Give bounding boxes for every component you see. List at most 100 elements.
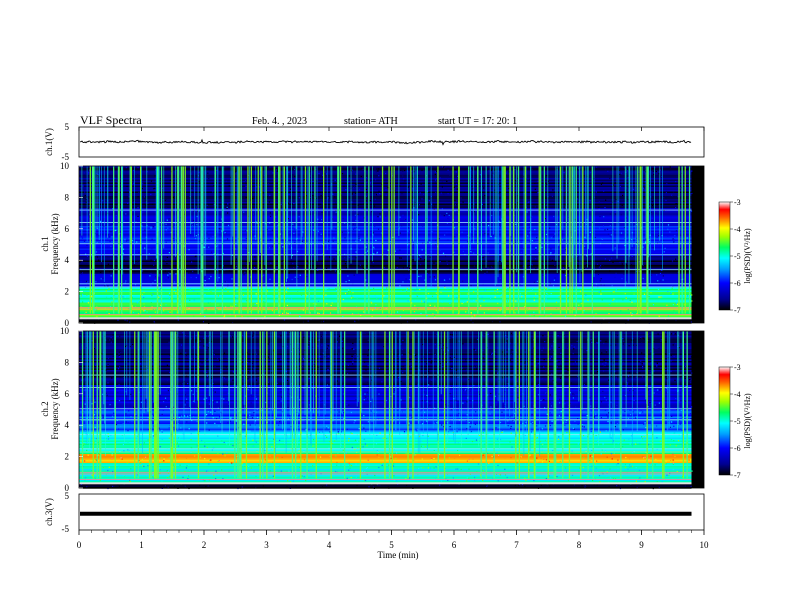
spectrogram-pixel [325, 294, 327, 296]
spectrogram-pixel [482, 257, 484, 259]
spectrogram-pixel [399, 316, 402, 318]
spectrogram-pixel [98, 429, 100, 431]
spectrogram-pixel [275, 269, 277, 271]
spectrogram-pixel [564, 249, 567, 251]
spectrogram-pixel [462, 402, 464, 404]
spectrogram-pixel [223, 315, 226, 317]
spectrogram-pixel [537, 460, 539, 462]
spectrogram-pixel [404, 341, 406, 343]
spectrogram-pixel [590, 253, 592, 255]
spectrogram-row [79, 230, 692, 233]
spectrogram-pixel [407, 300, 409, 302]
spectrogram-pixel [672, 304, 674, 306]
spectrogram-pixel [514, 312, 516, 314]
spectrogram-pixel [610, 401, 612, 403]
spectrogram-row [79, 208, 692, 210]
spectrogram-pixel [352, 361, 354, 363]
spectrogram-pixel [412, 259, 414, 261]
spectrogram-pixel [272, 270, 275, 272]
spectrogram-pixel [577, 262, 579, 264]
spectrogram-pixel [212, 417, 214, 419]
spectrogram-pixel [497, 309, 499, 311]
spectrogram-pixel [130, 416, 132, 418]
spectrogram-pixel [302, 231, 304, 233]
spectrogram-pixel [301, 475, 303, 477]
spectrogram-pixel [628, 345, 630, 347]
spectrogram-pixel [131, 380, 133, 382]
sferic-line [681, 166, 683, 314]
spectrogram-row [79, 271, 692, 273]
spectrogram-pixel [683, 201, 685, 203]
spectrogram-pixel [481, 296, 483, 298]
spectrogram-pixel [525, 406, 527, 409]
spectrogram-pixel [216, 269, 218, 271]
spectrogram-pixel [627, 177, 629, 179]
spectrogram-pixel [605, 398, 607, 400]
spectrogram-pixel [121, 359, 123, 361]
spectrogram-pixel [235, 265, 238, 267]
sferic-line [180, 166, 182, 314]
spectrogram-pixel [123, 272, 125, 274]
spectrogram-pixel [157, 253, 159, 255]
spectrogram-pixel [684, 343, 686, 345]
spectrogram-row [79, 238, 692, 240]
spectrogram-pixel [278, 441, 280, 443]
spectrogram-pixel [446, 263, 449, 265]
spectrogram-pixel [138, 302, 140, 304]
sferic-line [184, 166, 186, 314]
spectrogram-pixel [215, 478, 217, 480]
spectrogram-pixel [531, 288, 534, 291]
spectrogram-pixel [594, 461, 596, 463]
spectrogram-pixel [441, 186, 443, 188]
spectrogram-pixel [283, 261, 285, 263]
spectrogram-pixel [438, 238, 440, 240]
spectrogram-pixel [373, 486, 375, 488]
spectrogram-pixel [109, 400, 111, 402]
spectrogram-pixel [305, 195, 308, 197]
spectrogram-pixel [636, 237, 638, 239]
ch1-ytick-bottom: -5 [62, 152, 70, 162]
spectrogram-pixel [255, 279, 258, 281]
spectrogram-pixel [393, 463, 395, 465]
spectrogram-pixel [111, 301, 113, 303]
spectrogram-pixel [208, 177, 210, 179]
spectrogram-pixel [564, 315, 567, 317]
spectrogram-pixel [348, 440, 350, 442]
spectrogram-pixel [150, 284, 152, 286]
spectrogram-pixel [179, 437, 181, 439]
spectrogram-row [79, 244, 692, 246]
spectrogram-pixel [339, 335, 341, 337]
spectrogram-pixel [282, 312, 284, 314]
spectrogram-pixel [416, 430, 418, 432]
spectrogram-pixel [141, 187, 143, 190]
spectrogram-pixel [208, 237, 210, 239]
spectrogram-pixel [286, 486, 288, 488]
spectrogram-pixel [540, 484, 542, 486]
spectrogram-pixel [526, 399, 528, 401]
spectrogram-pixel [140, 401, 143, 403]
spectrogram-pixel [326, 384, 328, 386]
spectrogram-pixel [408, 354, 410, 356]
spectrogram-pixel [81, 272, 83, 274]
spectrogram-pixel [255, 441, 257, 443]
spectrogram-pixel [599, 216, 601, 218]
spectrogram-pixel [490, 316, 492, 318]
spectrogram-pixel [241, 361, 243, 363]
ch1-colorbar-ticks: -3-4-5-6-7 [730, 198, 741, 315]
spectrogram-pixel [317, 366, 319, 368]
spectrogram-pixel [177, 319, 179, 321]
spectrogram-pixel [691, 300, 693, 302]
spectrogram-pixel [567, 287, 569, 289]
spectrogram-pixel [631, 452, 633, 454]
spectrogram-pixel [656, 393, 658, 395]
spectrogram-pixel [334, 270, 336, 272]
spectrogram-pixel [291, 278, 293, 281]
spectrogram-pixel [653, 173, 655, 176]
spectrogram-pixel [205, 309, 207, 311]
spectrogram-pixel [462, 390, 465, 392]
spectrogram-pixel [84, 313, 86, 315]
spectrogram-pixel [303, 450, 305, 452]
spectrogram-pixel [305, 202, 307, 204]
spectrogram-pixel [609, 477, 612, 479]
spectrogram-pixel [666, 304, 668, 306]
